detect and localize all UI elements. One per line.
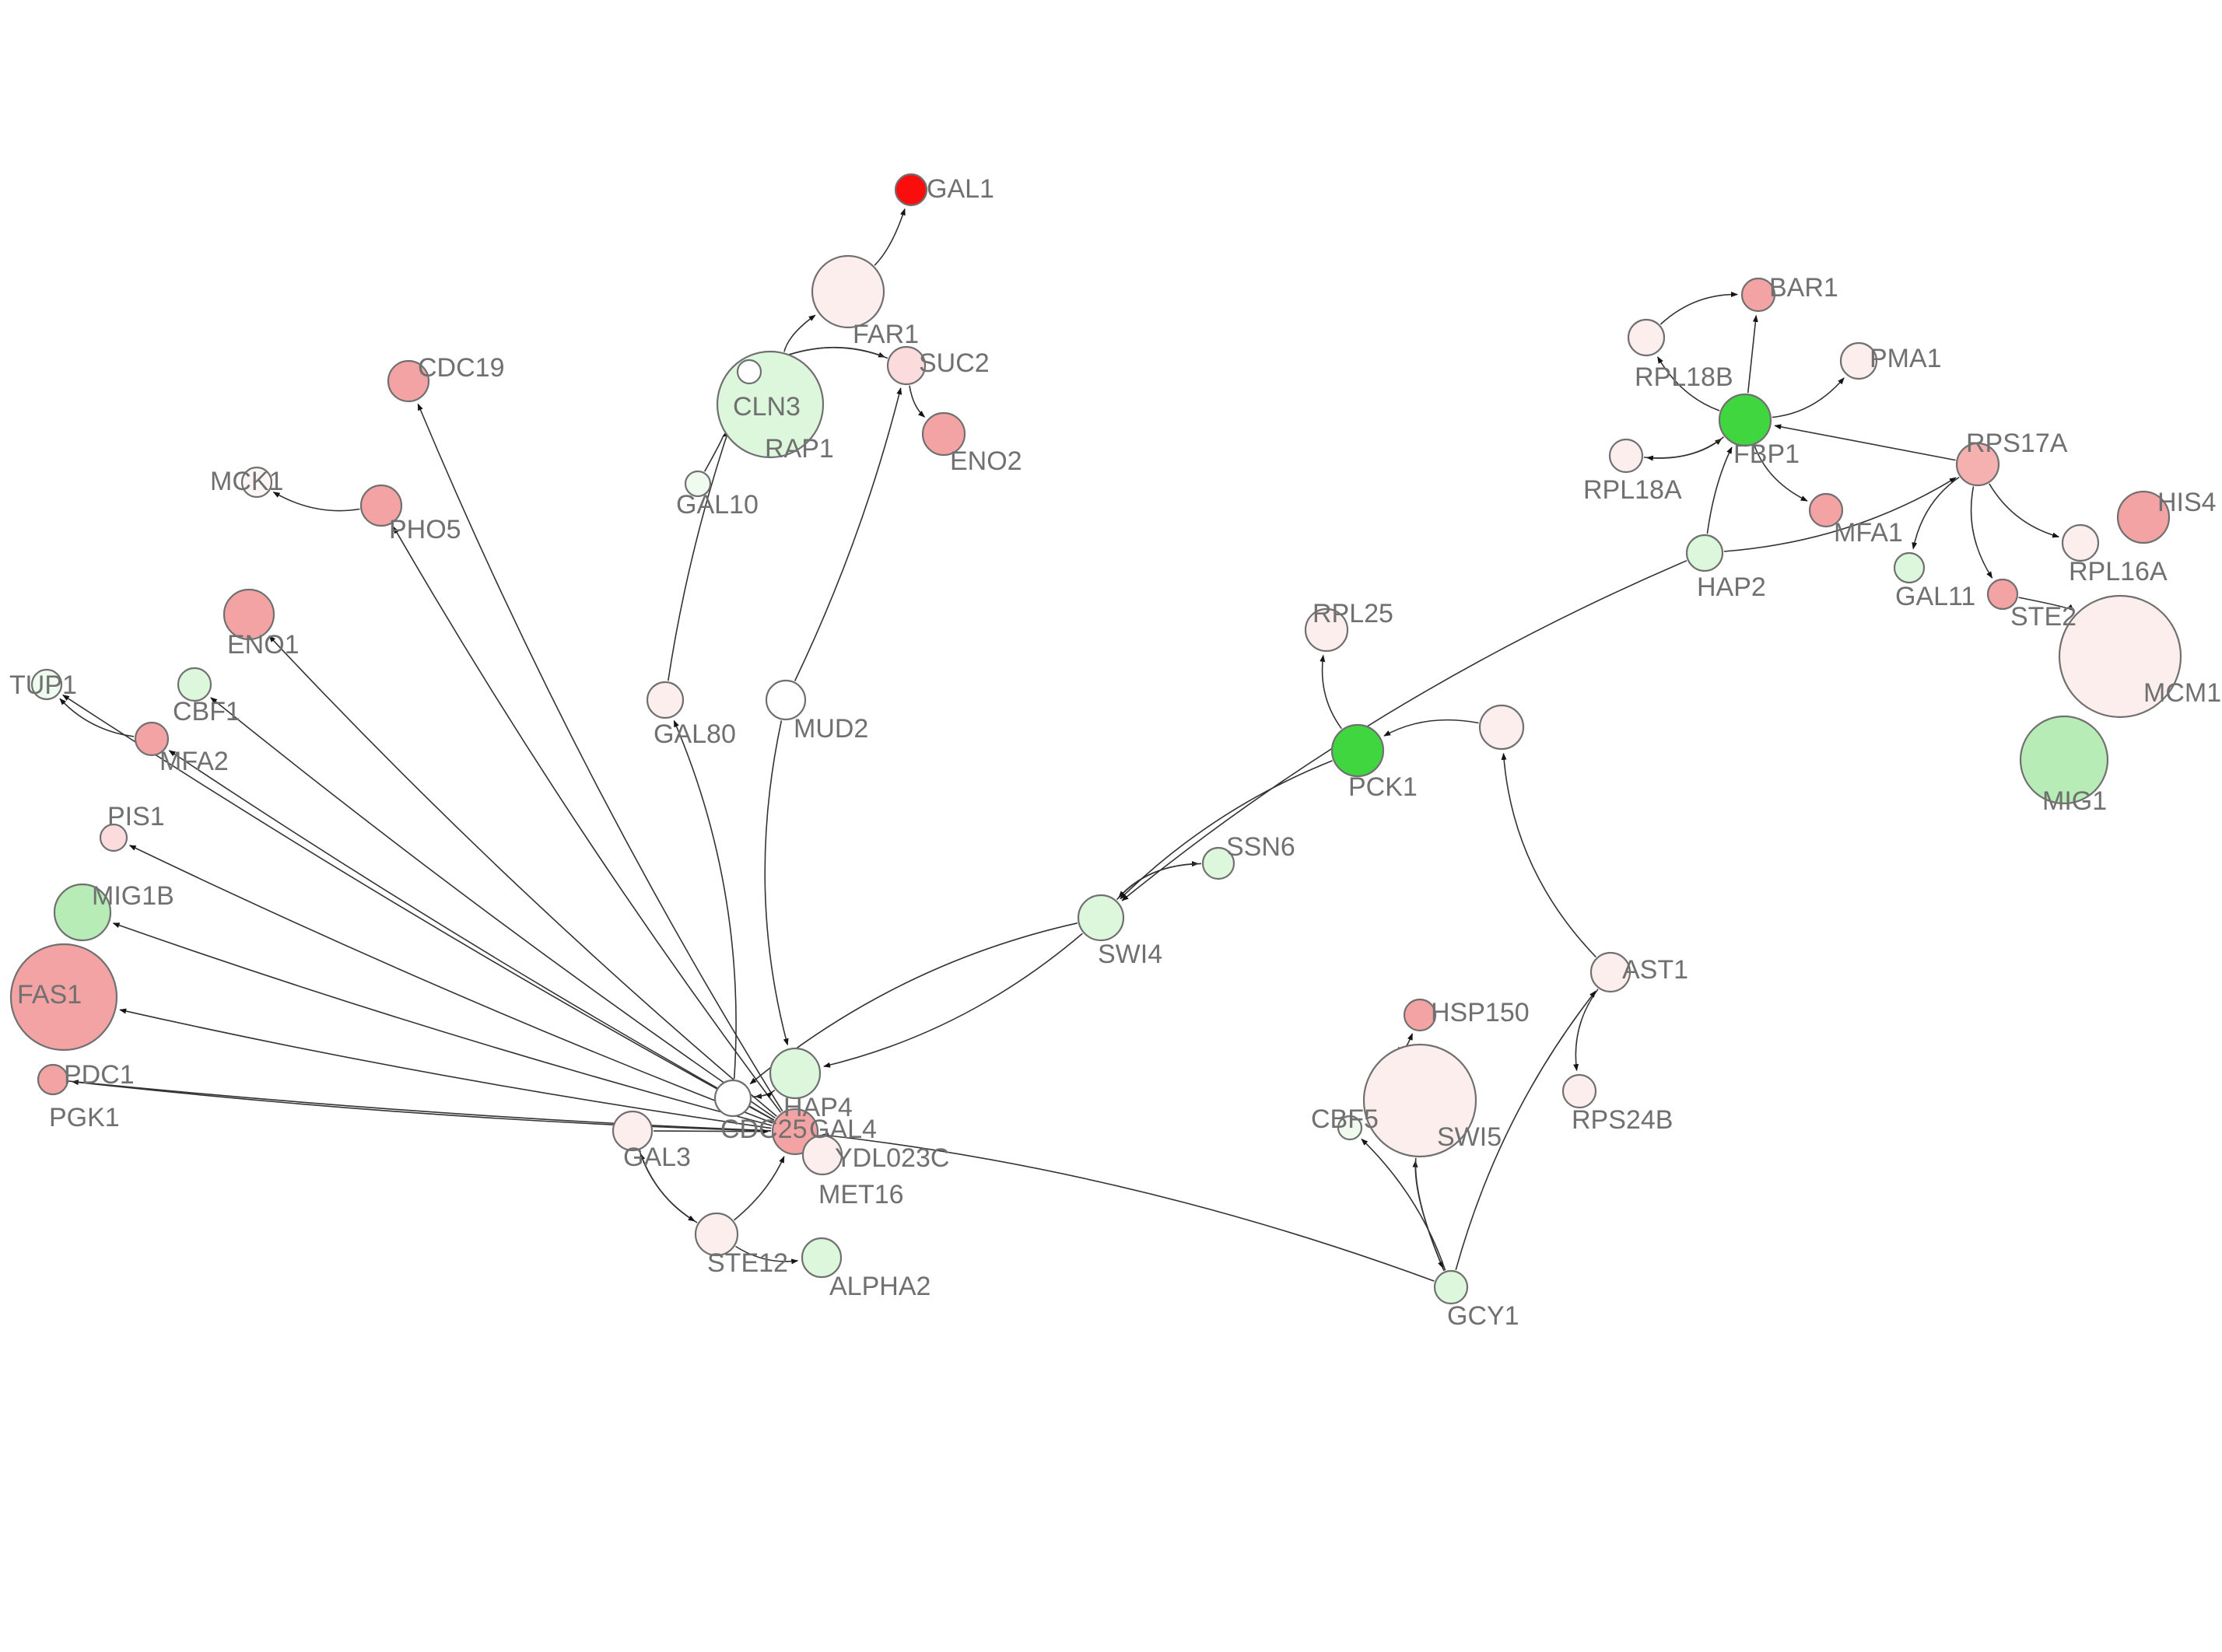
- svg-text:MFA2: MFA2: [159, 747, 229, 776]
- svg-text:ENO1: ENO1: [227, 630, 300, 660]
- svg-text:MET16: MET16: [818, 1180, 904, 1209]
- svg-text:ENO2: ENO2: [950, 446, 1022, 476]
- svg-text:PHO5: PHO5: [389, 515, 461, 544]
- svg-text:CBF1: CBF1: [173, 697, 240, 726]
- svg-text:RPL18A: RPL18A: [1583, 475, 1682, 505]
- svg-text:CDC19: CDC19: [418, 353, 504, 383]
- svg-text:BAR1: BAR1: [1769, 273, 1838, 303]
- svg-text:SUC2: SUC2: [919, 348, 990, 378]
- svg-text:SWI5: SWI5: [1437, 1122, 1502, 1152]
- svg-text:PCK1: PCK1: [1348, 772, 1418, 802]
- svg-text:FAR1: FAR1: [853, 320, 919, 349]
- svg-text:RPS24B: RPS24B: [1572, 1105, 1673, 1135]
- svg-text:GAL10: GAL10: [676, 490, 759, 520]
- svg-text:STE2: STE2: [2010, 602, 2077, 632]
- svg-text:MCM1: MCM1: [2143, 678, 2221, 708]
- svg-text:SSN6: SSN6: [1226, 832, 1295, 862]
- svg-text:HIS4: HIS4: [2157, 488, 2217, 517]
- svg-text:SWI4: SWI4: [1098, 940, 1162, 969]
- svg-text:GAL3: GAL3: [623, 1143, 691, 1172]
- svg-text:STE12: STE12: [707, 1248, 788, 1278]
- svg-text:RPS17A: RPS17A: [1966, 429, 2068, 458]
- svg-text:GCY1: GCY1: [1447, 1301, 1519, 1331]
- svg-text:YDL023C: YDL023C: [835, 1143, 949, 1173]
- svg-text:RPL25: RPL25: [1313, 599, 1393, 628]
- svg-text:PDC1: PDC1: [64, 1060, 135, 1090]
- svg-text:MIG1: MIG1: [2042, 786, 2107, 816]
- svg-text:RAP1: RAP1: [765, 434, 834, 464]
- svg-text:FAS1: FAS1: [17, 980, 82, 1010]
- svg-text:PMA1: PMA1: [1870, 344, 1942, 373]
- svg-text:MCK1: MCK1: [210, 467, 283, 496]
- svg-text:MUD2: MUD2: [794, 714, 868, 744]
- svg-text:PIS1: PIS1: [107, 802, 165, 831]
- svg-text:PGK1: PGK1: [49, 1103, 120, 1132]
- svg-text:MIG1B: MIG1B: [92, 881, 174, 911]
- svg-text:AST1: AST1: [1622, 955, 1688, 985]
- svg-text:GAL4: GAL4: [809, 1115, 877, 1144]
- svg-text:MFA1: MFA1: [1834, 518, 1903, 548]
- svg-text:CBF5: CBF5: [1311, 1104, 1379, 1134]
- svg-text:RPL18B: RPL18B: [1635, 362, 1733, 392]
- svg-text:FBP1: FBP1: [1733, 439, 1800, 469]
- svg-text:CLN3: CLN3: [733, 392, 801, 422]
- svg-text:RPL16A: RPL16A: [2069, 557, 2168, 586]
- svg-text:TUP1: TUP1: [9, 670, 77, 700]
- svg-text:GAL1: GAL1: [927, 174, 994, 204]
- svg-text:ALPHA2: ALPHA2: [829, 1272, 931, 1301]
- svg-text:HSP150: HSP150: [1431, 998, 1530, 1027]
- svg-text:GAL80: GAL80: [654, 719, 736, 749]
- svg-text:CDC25: CDC25: [720, 1115, 807, 1144]
- svg-text:HAP2: HAP2: [1697, 572, 1766, 602]
- svg-text:GAL11: GAL11: [1895, 582, 1975, 611]
